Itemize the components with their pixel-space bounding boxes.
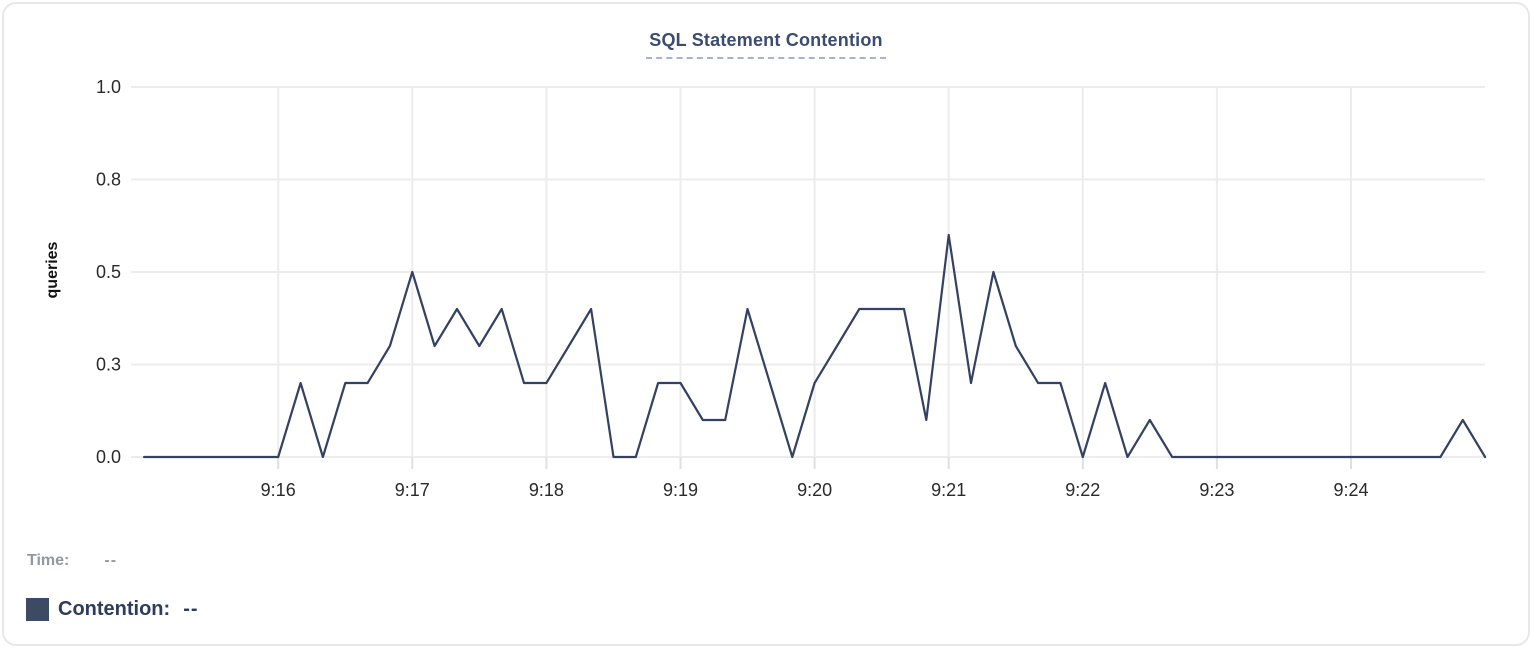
legend-contention-row[interactable]: Contention: -- [26,598,199,621]
x-tick-label: 9:24 [1333,480,1368,500]
x-tick-label: 9:23 [1199,480,1234,500]
x-tick-label: 9:19 [663,480,698,500]
legend-contention-value: -- [183,598,199,620]
y-tick-label: 0.5 [96,262,121,282]
legend-time-value: -- [104,552,118,569]
x-tick-label: 9:21 [931,480,966,500]
contention-chart: queries 1.0 0.8 0.5 0.3 0.0 9:16 9:17 9:18 9:19 9… [44,77,1487,500]
x-tick-label: 9:18 [529,480,564,500]
chart-title[interactable]: SQL Statement Contention [646,30,886,59]
y-tick-label: 1.0 [96,77,121,97]
contention-color-swatch[interactable] [26,598,49,621]
y-tick-label: 0.0 [96,447,121,467]
y-tick-label: 0.8 [96,170,121,190]
y-axis-label: queries [44,241,61,298]
plot-hover-region[interactable] [131,87,1485,457]
chart-header: SQL Statement Contention [4,30,1528,59]
legend-time-row: Time: -- [27,552,117,570]
series-line-contention [143,233,1487,459]
x-tick-label: 9:17 [395,480,430,500]
legend-time-label: Time: [27,552,70,569]
x-tick-label: 9:16 [261,480,296,500]
y-tick-label: 0.3 [96,355,121,375]
x-tick-label: 9:22 [1065,480,1100,500]
legend-contention-label: Contention: [58,598,171,620]
x-tick-label: 9:20 [797,480,832,500]
